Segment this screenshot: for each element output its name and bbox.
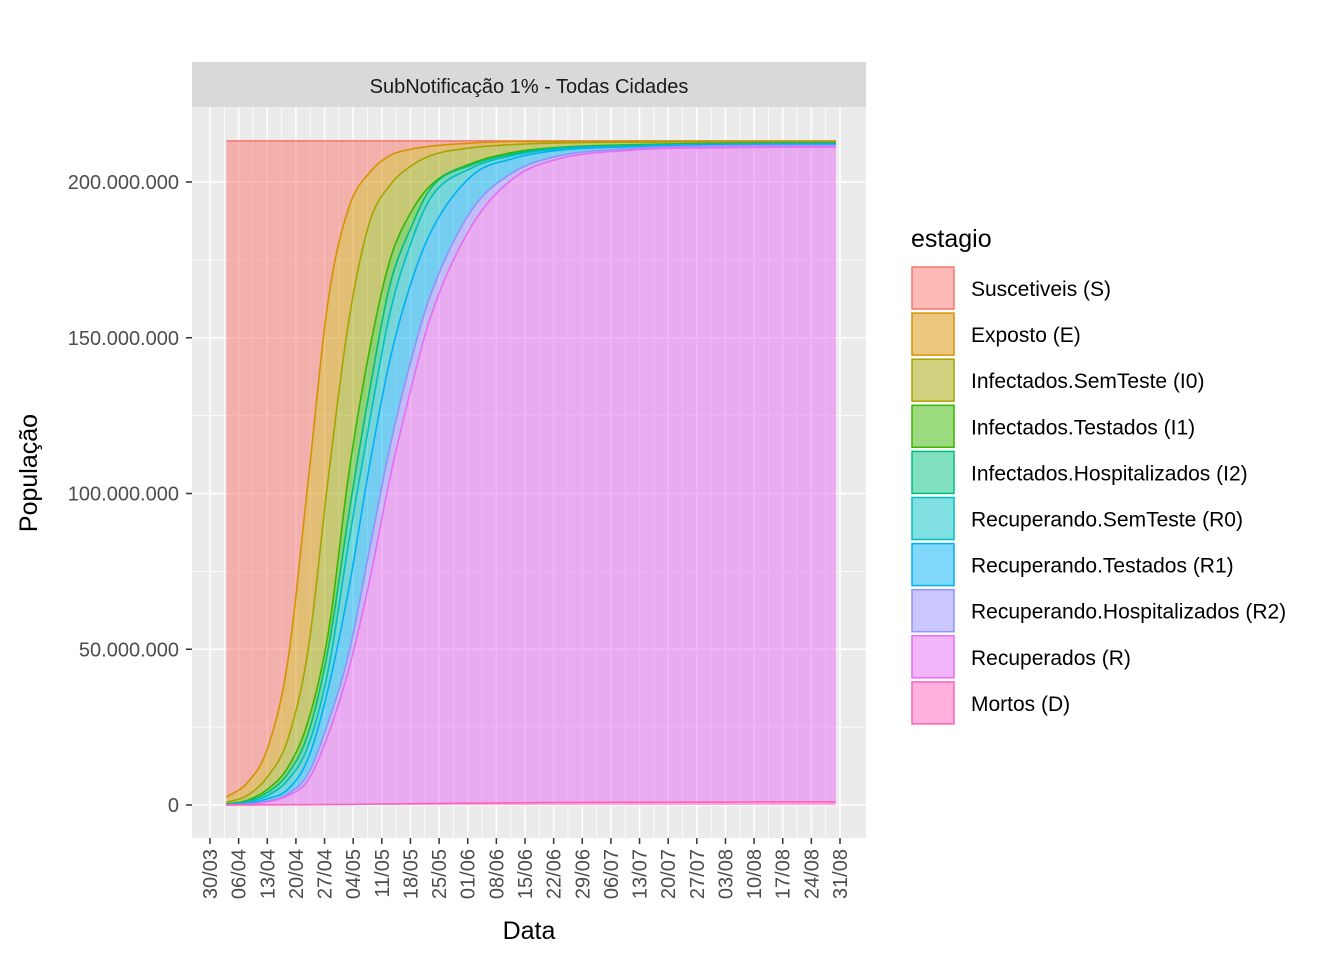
y-axis: 0 50.000.000 100.000.000 150.000.000 200.000… — [68, 172, 192, 817]
y-tick-label: 0 — [168, 795, 179, 817]
area-suscetiveis-s — [226, 140, 836, 798]
legend-label: Suscetiveis (S) — [971, 278, 1111, 301]
x-tick-label: 27/07 — [687, 849, 709, 899]
legend-key — [911, 404, 955, 449]
area-layers — [225, 140, 836, 806]
x-tick-label: 08/06 — [486, 849, 508, 899]
x-tick-label: 24/08 — [801, 849, 823, 899]
legend-key — [911, 588, 955, 633]
legend-label: Recuperados (R) — [971, 647, 1131, 670]
legend-label: Mortos (D) — [971, 693, 1070, 716]
y-tick-label: 100.000.000 — [68, 484, 179, 506]
legend-label: Infectados.Testados (I1) — [971, 416, 1195, 439]
x-tick-label: 10/08 — [744, 849, 766, 899]
area-exposto-e — [226, 141, 836, 803]
legend-key — [911, 312, 955, 356]
x-tick-label: 18/05 — [400, 849, 422, 899]
x-tick-label: 22/06 — [544, 849, 566, 899]
x-tick-label: 17/08 — [773, 849, 795, 899]
x-tick-label: 06/04 — [229, 849, 251, 899]
line-recuperando-testados-r1 — [226, 143, 836, 806]
legend-label: Exposto (E) — [971, 324, 1081, 347]
x-tick-label: 30/03 — [200, 849, 222, 899]
x-tick-label: 04/05 — [343, 849, 365, 899]
x-tick-label: 15/06 — [515, 849, 537, 899]
legend-key — [911, 635, 955, 679]
legend-key — [911, 542, 955, 587]
x-tick-label: 27/04 — [315, 849, 337, 899]
line-mortos-d — [226, 801, 836, 806]
y-tick-label: 200.000.000 — [68, 172, 179, 194]
legend-label: Recuperando.SemTeste (R0) — [971, 509, 1243, 532]
x-tick-label: 20/07 — [658, 849, 680, 899]
x-tick-label: 31/08 — [830, 849, 852, 899]
x-tick-label: 13/04 — [257, 849, 279, 899]
y-tick-label: 50.000.000 — [79, 639, 179, 661]
facet-strip-title: SubNotificação 1% - Todas Cidades — [370, 76, 689, 98]
x-tick-label: 20/04 — [286, 849, 308, 899]
legend-label: Recuperando.Testados (R1) — [971, 555, 1234, 578]
x-tick-label: 25/05 — [429, 849, 451, 899]
legend-label: Recuperando.Hospitalizados (R2) — [971, 601, 1286, 624]
y-tick-label: 150.000.000 — [68, 328, 179, 350]
x-tick-label: 06/07 — [601, 849, 623, 899]
legend-label: Infectados.SemTeste (I0) — [971, 370, 1204, 393]
x-tick-label: 11/05 — [372, 849, 394, 898]
facet-strip — [192, 62, 866, 107]
x-tick-label: 03/08 — [715, 849, 737, 899]
x-tick-label: 01/06 — [458, 849, 480, 899]
y-axis-title: População — [15, 414, 43, 532]
area-recuperados-r — [226, 147, 836, 805]
x-axis-title: Data — [503, 917, 556, 945]
legend-key — [911, 358, 955, 402]
legend-key — [911, 450, 955, 495]
legend-key — [911, 266, 955, 310]
line-recuperados-r — [226, 146, 836, 806]
legend-title: estagio — [911, 225, 992, 253]
line-infectados-semteste-i0 — [226, 140, 836, 804]
legend: estagio Suscetiveis (S) Exposto (E) Infect… — [911, 225, 1286, 725]
x-tick-label: 13/07 — [630, 849, 652, 899]
legend-key — [911, 681, 955, 725]
legend-label: Infectados.Hospitalizados (I2) — [971, 462, 1248, 485]
legend-key — [911, 496, 955, 541]
x-tick-label: 29/06 — [572, 849, 594, 899]
x-axis: 30/03 06/04 13/04 20/04 27/04 04/05 11/05 18/05… — [200, 838, 852, 899]
line-recuperando-hospitalizados-r2 — [226, 144, 836, 806]
